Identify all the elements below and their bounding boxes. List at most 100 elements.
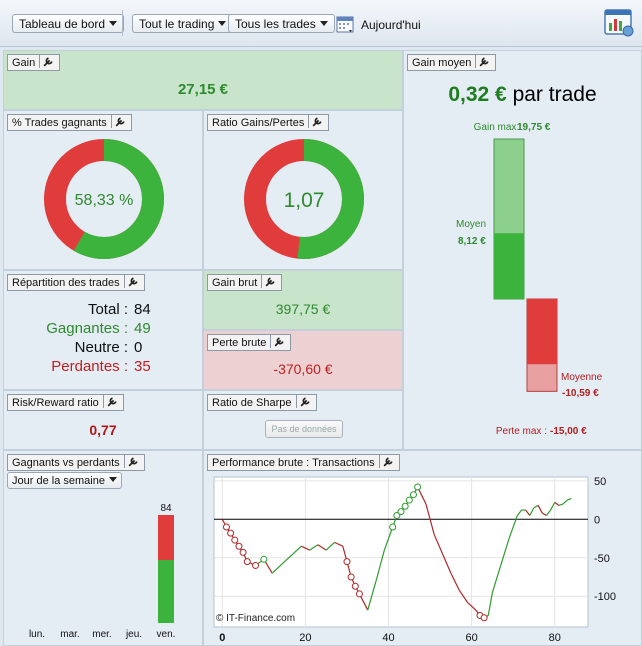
max-loss-label: Perte max :	[496, 426, 547, 437]
chevron-down-icon	[319, 21, 328, 26]
wrench-icon[interactable]	[295, 395, 312, 408]
line-segment	[554, 501, 560, 506]
weekday-label: jeu.	[125, 629, 142, 640]
wrench-icon[interactable]	[123, 275, 140, 288]
trade-point	[343, 558, 351, 566]
x-tick-label: 20	[299, 632, 311, 644]
trade-point	[480, 614, 488, 622]
line-segment	[487, 592, 494, 616]
win-vs-loss-panel: Gagnants vs perdants Jour de la semaine …	[3, 450, 203, 646]
bar-total-label: 84	[160, 503, 172, 514]
x-tick-label: 80	[549, 632, 561, 644]
gross-gain-value: 397,75 €	[275, 301, 331, 317]
mean-loss-label: Moyenne	[561, 372, 603, 383]
calendar-icon[interactable]	[336, 15, 356, 35]
today-link[interactable]: Aujourd'hui	[361, 18, 421, 32]
trade-point	[397, 508, 405, 516]
weekday-dropdown[interactable]: Jour de la semaine	[7, 472, 122, 489]
winning-trades-panel: % Trades gagnants 58,33 %	[3, 110, 203, 270]
wrench-icon[interactable]	[308, 115, 324, 128]
line-segment	[525, 509, 531, 516]
grid-lines	[214, 477, 588, 627]
line-segment	[533, 504, 539, 509]
weekday-label: lun.	[29, 629, 45, 640]
ratio-panel: Ratio Gains/Pertes 1,07	[203, 110, 403, 270]
max-gain-value: 19,75 €	[517, 122, 551, 133]
winning-trades-donut: 58,33 %	[44, 139, 164, 259]
line-segment	[567, 497, 572, 501]
x-tick-label: 60	[466, 632, 478, 644]
chevron-down-icon	[109, 21, 118, 26]
line-segment	[467, 601, 477, 611]
wrench-icon[interactable]	[39, 55, 55, 68]
gross-gain-title: Gain brut	[207, 274, 283, 291]
trade-point	[351, 582, 359, 590]
line-segment	[541, 512, 547, 516]
trade-point	[227, 529, 235, 537]
x-tick-label: 0	[219, 632, 225, 644]
trading-filter-dropdown[interactable]: Tout le trading	[132, 14, 234, 33]
gain-panel: Gain 27,15 €	[3, 50, 403, 110]
trades-filter-label: Tous les trades	[235, 17, 316, 31]
loss-bar	[158, 515, 174, 560]
app-logo-icon[interactable]	[603, 7, 635, 39]
wrench-icon[interactable]	[261, 275, 277, 288]
line-segment	[562, 499, 568, 505]
win-bar	[158, 560, 174, 623]
average-gain-title: Gain moyen	[407, 54, 497, 71]
line-segment	[458, 589, 468, 603]
ratio-title: Ratio Gains/Pertes	[207, 114, 330, 131]
line-segment	[442, 553, 452, 574]
mean-gain-value: 8,12 €	[458, 236, 486, 247]
line-segment	[550, 502, 556, 511]
trades-filter-dropdown[interactable]: Tous les trades	[228, 14, 335, 33]
average-gain-chart: Gain max : 19,75 € Moyen 8,12 € Moyenne …	[456, 122, 603, 437]
risk-reward-title: Risk/Reward ratio	[7, 394, 124, 411]
performance-panel: Performance brute : Transactions 0 20 40 60…	[203, 450, 642, 646]
line-segment	[375, 549, 385, 582]
distribution-total: Total :84	[87, 301, 151, 318]
x-axis-ticks: 0 20 40 60 80	[219, 632, 561, 644]
wrench-icon[interactable]	[270, 335, 286, 348]
line-segment	[317, 544, 327, 551]
chevron-down-icon	[218, 21, 227, 26]
line-segment	[491, 565, 502, 593]
dashboard-dropdown[interactable]: Tableau de bord	[12, 14, 125, 33]
no-data-button[interactable]: Pas de données	[265, 420, 343, 438]
trade-point	[260, 555, 268, 563]
weekday-label: mer.	[92, 629, 111, 640]
line-segment	[508, 515, 518, 539]
line-segment	[433, 534, 444, 555]
y-tick-label: -100	[594, 591, 616, 603]
distribution-loss: Perdantes :35	[51, 358, 151, 375]
wrench-icon[interactable]	[102, 395, 119, 408]
watermark: © IT-Finance.com	[216, 613, 295, 624]
gain-panel-title: Gain	[7, 54, 61, 71]
sharpe-title: Ratio de Sharpe	[207, 394, 317, 411]
line-segment	[301, 545, 310, 551]
wrench-icon[interactable]	[378, 455, 395, 468]
wrench-icon[interactable]	[475, 55, 491, 68]
line-segment	[558, 503, 564, 507]
line-segment	[292, 545, 302, 555]
win-vs-loss-title: Gagnants vs perdants	[7, 454, 145, 471]
weekday-label: mar.	[60, 629, 79, 640]
line-segment	[309, 544, 319, 551]
gross-gain-panel: Gain brut 397,75 €	[203, 270, 403, 330]
donut-win-arc	[244, 139, 364, 259]
max-gain-label: Gain max :	[474, 122, 522, 133]
distribution-win: Gagnantes :49	[46, 320, 151, 337]
trade-markers	[222, 483, 488, 622]
line-segment	[383, 526, 394, 551]
gain-value: 27,15 €	[177, 81, 229, 98]
line-segment	[545, 509, 552, 516]
donut-win-arc	[44, 139, 164, 259]
max-loss-value: -15,00 €	[550, 426, 587, 437]
mean-loss-bar	[527, 299, 557, 365]
line-segment	[450, 572, 460, 591]
wrench-icon[interactable]	[123, 455, 140, 468]
gross-loss-title: Perte brute	[207, 334, 292, 351]
trade-point	[243, 558, 251, 566]
wrench-icon[interactable]	[110, 115, 127, 128]
trade-point	[347, 573, 355, 581]
